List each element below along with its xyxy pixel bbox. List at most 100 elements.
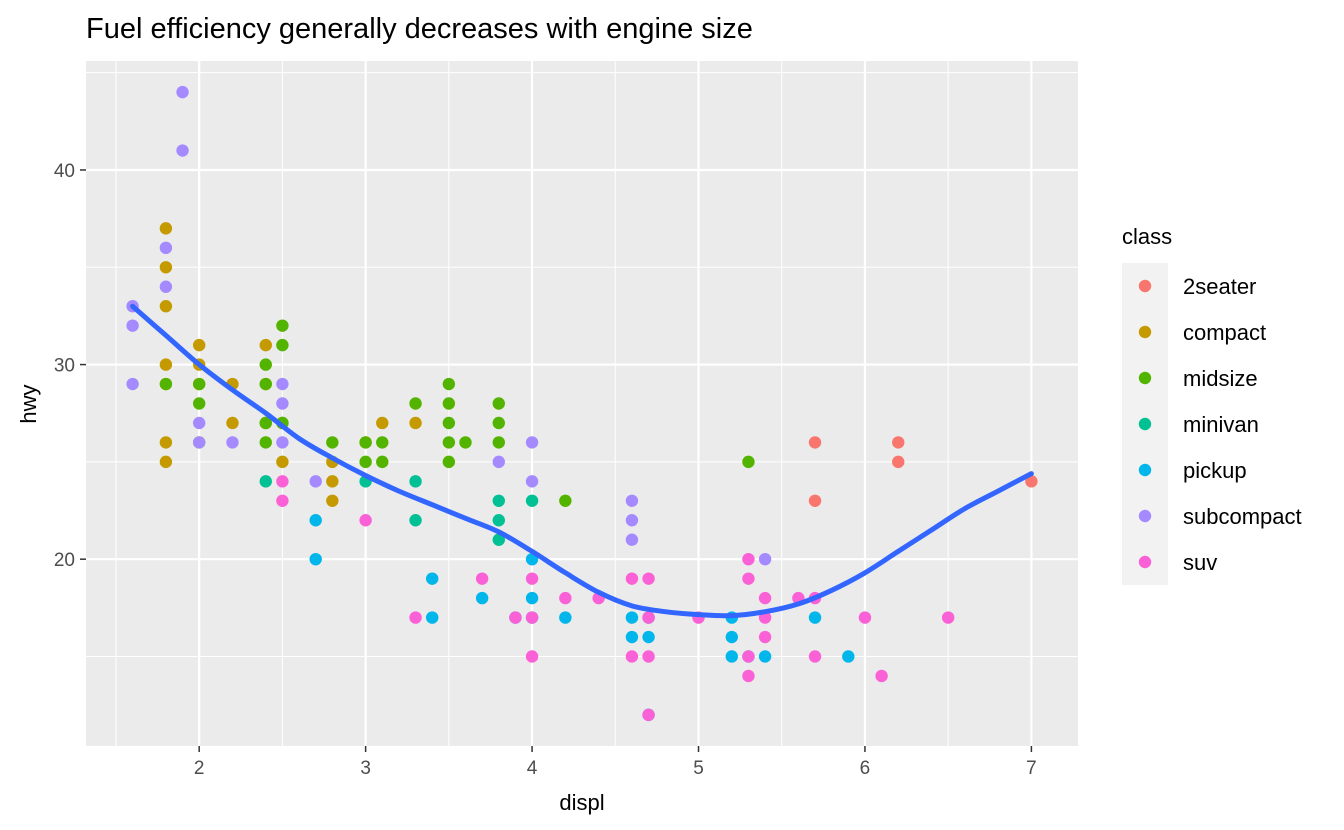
- point-midsize: [442, 397, 456, 410]
- point-midsize: [442, 436, 456, 449]
- point-minivan: [409, 475, 422, 488]
- point-midsize: [259, 436, 272, 449]
- point-midsize: [409, 397, 422, 410]
- legend-label-minivan: minivan: [1183, 412, 1259, 437]
- point-compact: [376, 416, 389, 430]
- y-axis-title: hwy: [16, 384, 41, 423]
- y-axis: 20 30 40: [54, 161, 86, 571]
- point-2seater: [1025, 475, 1038, 488]
- point-midsize: [259, 377, 272, 391]
- point-pickup: [426, 611, 439, 624]
- legend-title: class: [1122, 224, 1172, 249]
- x-tick-label: 5: [693, 758, 704, 779]
- point-suv: [742, 572, 755, 585]
- point-subcompact: [159, 241, 173, 255]
- point-midsize: [459, 436, 472, 449]
- legend-key-subcompact: [1138, 509, 1152, 523]
- minor-gridlines: [86, 61, 1078, 746]
- major-gridlines: [86, 61, 1078, 746]
- point-pickup: [725, 630, 738, 644]
- legend-key-2seater: [1138, 279, 1152, 293]
- point-midsize: [276, 319, 289, 332]
- point-minivan: [492, 514, 505, 527]
- point-2seater: [892, 436, 905, 449]
- point-suv: [525, 611, 539, 624]
- point-2seater: [808, 494, 822, 508]
- y-tick-label: 20: [54, 550, 75, 571]
- point-midsize: [192, 377, 206, 391]
- point-pickup: [725, 650, 738, 663]
- point-2seater: [808, 436, 822, 449]
- point-subcompact: [176, 144, 189, 157]
- legend-key-minivan: [1138, 417, 1152, 431]
- point-suv: [475, 572, 489, 585]
- x-tick-label: 3: [360, 758, 371, 779]
- point-suv: [808, 650, 822, 663]
- point-midsize: [742, 455, 755, 469]
- point-pickup: [808, 611, 822, 624]
- point-midsize: [492, 416, 505, 430]
- point-suv: [509, 611, 522, 624]
- point-suv: [559, 591, 572, 605]
- legend-label-pickup: pickup: [1183, 458, 1247, 483]
- point-2seater: [892, 455, 905, 469]
- point-subcompact: [525, 475, 539, 488]
- point-midsize: [159, 377, 173, 391]
- point-compact: [159, 222, 173, 235]
- point-subcompact: [758, 552, 772, 566]
- x-tick-label: 7: [1026, 758, 1037, 779]
- point-midsize: [559, 494, 572, 508]
- y-tick-label: 30: [54, 356, 75, 377]
- point-midsize: [492, 436, 505, 449]
- legend-label-suv: suv: [1183, 550, 1217, 575]
- point-midsize: [376, 455, 389, 469]
- point-suv: [525, 650, 539, 663]
- point-subcompact: [276, 377, 289, 391]
- point-suv: [742, 669, 755, 683]
- point-subcompact: [309, 475, 322, 488]
- point-suv: [276, 494, 289, 508]
- point-subcompact: [625, 514, 639, 527]
- data-points: [126, 85, 1038, 722]
- point-midsize: [192, 397, 206, 410]
- legend-label-2seater: 2seater: [1183, 274, 1256, 299]
- point-pickup: [426, 572, 439, 585]
- point-minivan: [259, 475, 272, 488]
- legend: class 2seater compact midsize minivan pickup…: [1122, 224, 1302, 585]
- point-pickup: [525, 591, 539, 605]
- point-minivan: [525, 494, 539, 508]
- point-compact: [226, 416, 239, 430]
- point-suv: [875, 669, 888, 683]
- legend-key-suv: [1138, 555, 1152, 569]
- point-suv: [525, 572, 539, 585]
- point-compact: [159, 261, 173, 274]
- point-suv: [625, 650, 639, 663]
- point-pickup: [842, 650, 855, 663]
- point-suv: [858, 611, 872, 624]
- point-suv: [742, 552, 755, 566]
- point-subcompact: [276, 436, 289, 449]
- x-axis: 2 3 4 5 6 7: [194, 746, 1037, 779]
- point-compact: [192, 338, 206, 352]
- legend-label-subcompact: subcompact: [1183, 504, 1302, 529]
- point-midsize: [359, 436, 372, 449]
- point-subcompact: [226, 436, 239, 449]
- point-pickup: [309, 514, 322, 527]
- point-subcompact: [492, 455, 505, 469]
- point-subcompact: [126, 319, 139, 332]
- point-compact: [159, 455, 173, 469]
- legend-key-pickup: [1138, 463, 1152, 477]
- point-suv: [758, 630, 772, 644]
- point-midsize: [442, 455, 456, 469]
- point-pickup: [625, 611, 639, 624]
- point-subcompact: [192, 416, 206, 430]
- point-compact: [276, 455, 289, 469]
- legend-key-midsize: [1138, 371, 1152, 385]
- x-tick-label: 6: [860, 758, 871, 779]
- point-subcompact: [176, 85, 189, 99]
- point-minivan: [409, 514, 422, 527]
- point-suv: [359, 514, 372, 527]
- point-minivan: [492, 533, 505, 546]
- x-tick-label: 2: [194, 758, 205, 779]
- point-midsize: [276, 338, 289, 352]
